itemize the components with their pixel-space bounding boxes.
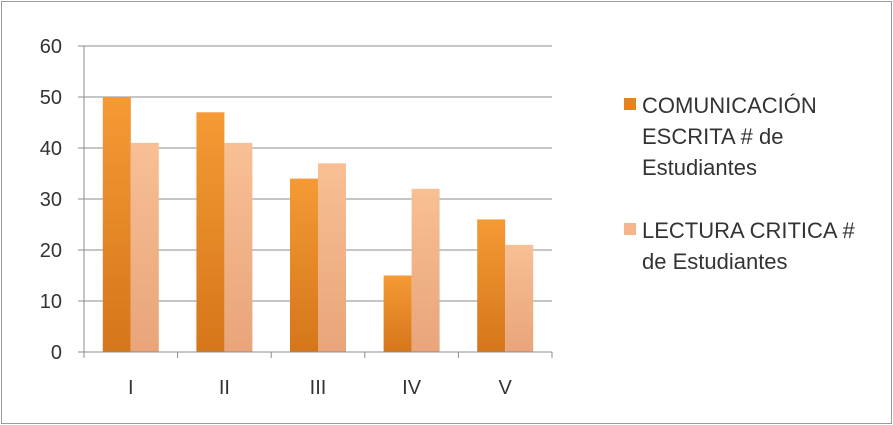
y-tick-label: 0 — [51, 342, 62, 364]
bar-lectura-critica-IV — [411, 188, 440, 352]
bar-comunicacion-escrita-III — [290, 178, 318, 352]
bar-lectura-critica-V — [505, 244, 534, 352]
bar-lectura-critica-III — [318, 163, 346, 352]
bars — [102, 97, 534, 352]
bar-comunicacion-escrita-IV — [383, 275, 412, 352]
y-tick-label: 30 — [40, 189, 62, 211]
bar-lectura-critica-I — [130, 142, 159, 352]
bar-comunicacion-escrita-II — [196, 112, 225, 352]
y-tick-label: 10 — [40, 291, 62, 313]
x-tick-label: I — [128, 377, 134, 399]
y-tick-label: 60 — [40, 36, 62, 58]
bar-lectura-critica-II — [224, 142, 253, 352]
x-tick-label: V — [499, 377, 513, 399]
bar-comunicacion-escrita-I — [102, 97, 131, 352]
y-tick-label: 40 — [40, 138, 62, 160]
y-tick-label: 20 — [40, 240, 62, 262]
legend-item-comunicacion-escrita: COMUNICACIÓN ESCRITA # de Estudiantes — [624, 90, 874, 183]
bar-comunicacion-escrita-V — [477, 219, 506, 352]
x-tick-label: II — [219, 377, 230, 399]
x-tick-label: IV — [402, 377, 422, 399]
legend: COMUNICACIÓN ESCRITA # de Estudiantes LE… — [624, 90, 874, 277]
legend-label-lectura-critica: LECTURA CRITICA # de Estudiantes — [642, 218, 855, 274]
legend-item-lectura-critica: LECTURA CRITICA # de Estudiantes — [624, 215, 874, 277]
legend-swatch-lectura-critica — [624, 223, 636, 235]
x-tick-label: III — [310, 377, 327, 399]
legend-swatch-comunicacion-escrita — [624, 98, 636, 110]
legend-label-comunicacion-escrita: COMUNICACIÓN ESCRITA # de Estudiantes — [642, 93, 817, 180]
y-tick-label: 50 — [40, 87, 62, 109]
